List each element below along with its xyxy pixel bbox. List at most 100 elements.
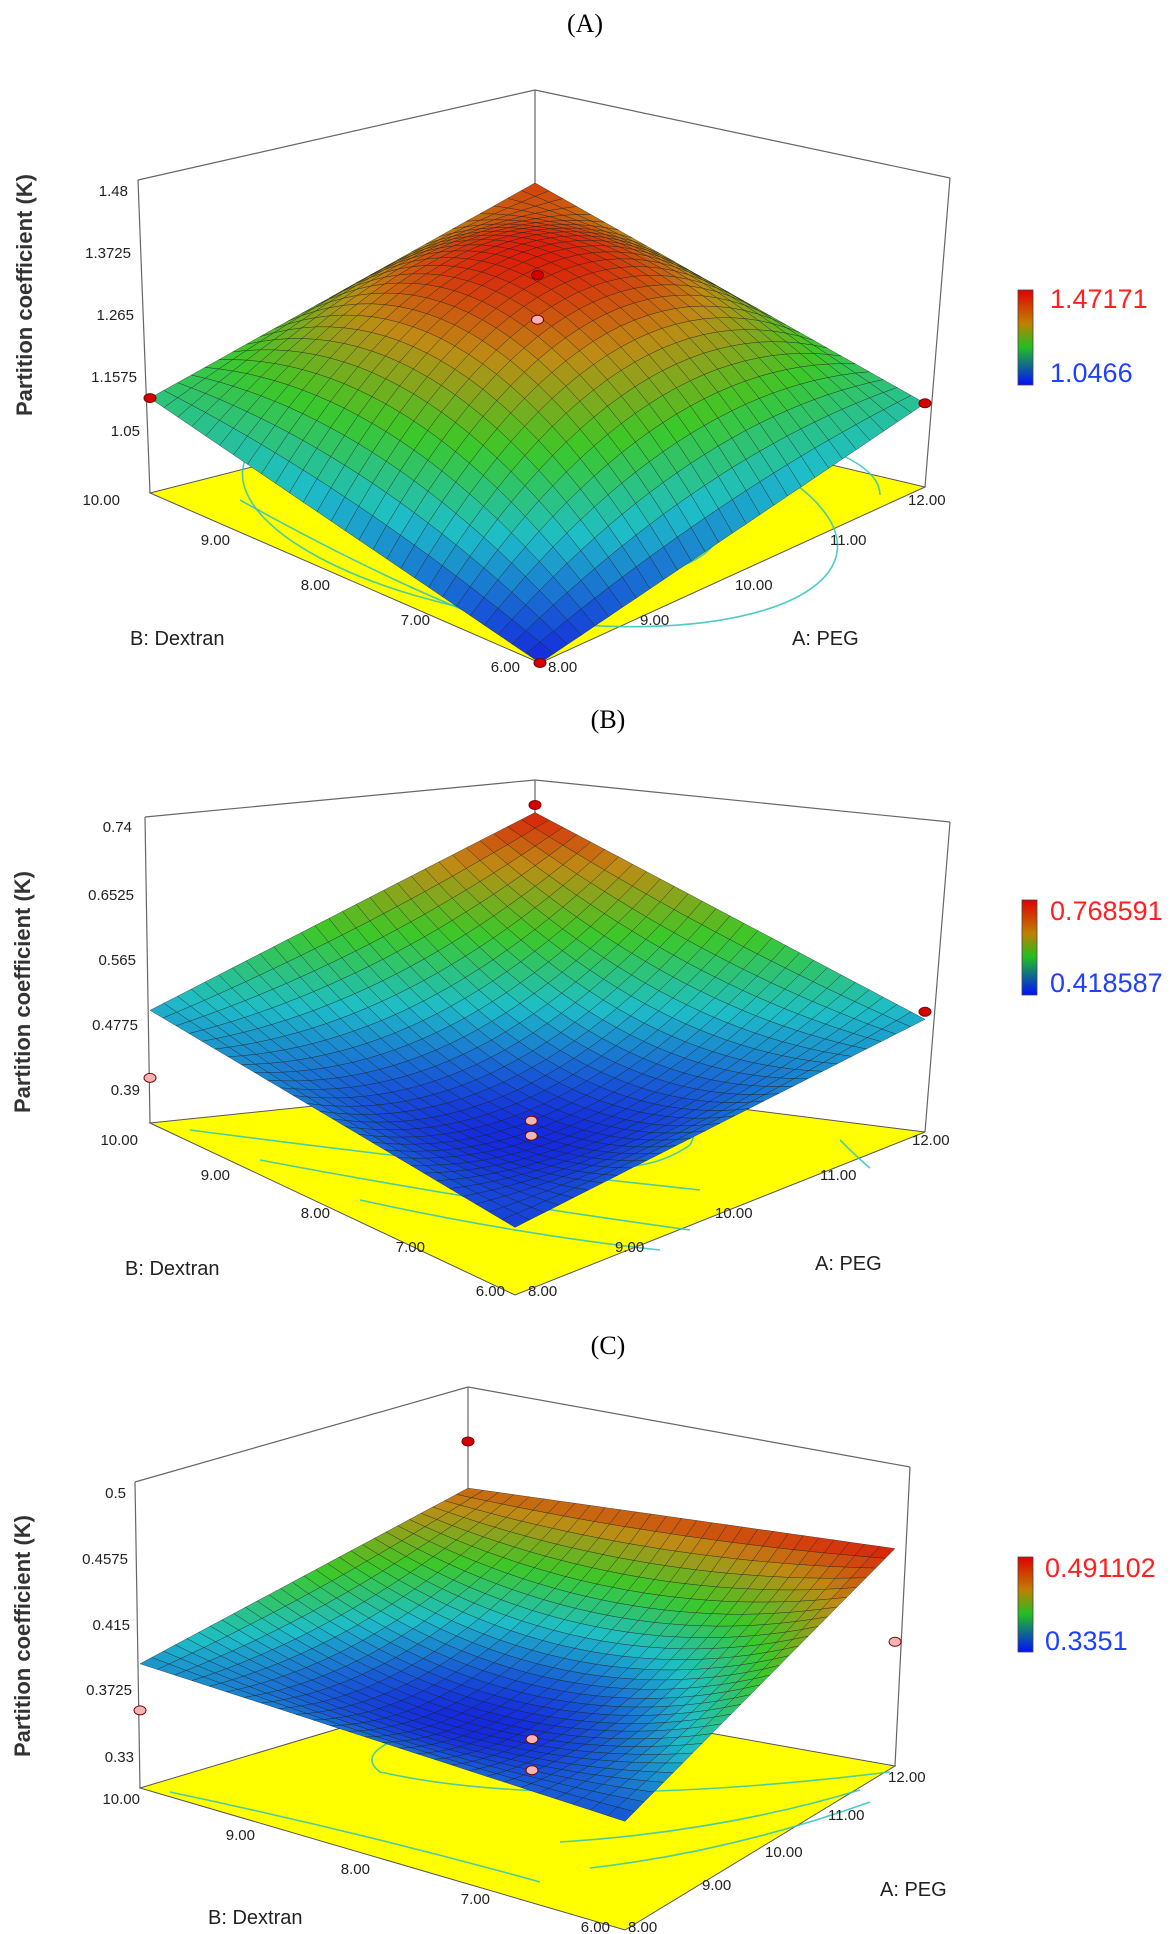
z-axis-label: Partition coefficient (K) bbox=[12, 174, 37, 416]
left-edge-vertical bbox=[144, 816, 151, 1124]
z-tick-label: 1.3725 bbox=[85, 245, 131, 262]
design-point bbox=[133, 1705, 147, 1716]
colorbar: 0.491102 0.3351 bbox=[1017, 1553, 1156, 1656]
colorbar-min-label: 0.418587 bbox=[1050, 968, 1163, 998]
y-axis-title: A: PEG bbox=[880, 1879, 947, 1901]
surface-chart-a: (A) Partition coefficient (K) 1.48 1.372… bbox=[12, 9, 1148, 676]
peg-tick-label: 9.00 bbox=[615, 1239, 644, 1256]
colorbar-max-label: 1.47171 bbox=[1050, 284, 1148, 314]
x-axis-title: B: Dextran bbox=[208, 1907, 302, 1929]
z-tick-label: 0.415 bbox=[92, 1617, 130, 1634]
peg-tick-label: 9.00 bbox=[702, 1877, 731, 1894]
dextran-tick-label: 6.00 bbox=[581, 1919, 610, 1934]
dextran-tick-label: 7.00 bbox=[461, 1891, 490, 1908]
response-surface bbox=[149, 812, 926, 1228]
z-tick-label: 0.39 bbox=[111, 1082, 140, 1099]
panel-label: (B) bbox=[591, 705, 626, 734]
peg-tick-label: 8.00 bbox=[548, 659, 577, 676]
contour-line bbox=[559, 1789, 861, 1843]
back-edge-top-left bbox=[144, 779, 536, 818]
right-edge-vertical bbox=[894, 1466, 911, 1767]
colorbar: 1.47171 1.0466 bbox=[1017, 284, 1148, 388]
colorbar-min-label: 0.3351 bbox=[1045, 1626, 1128, 1656]
design-point bbox=[533, 658, 547, 668]
z-axis-label: Partition coefficient (K) bbox=[10, 871, 35, 1113]
panel-label: (A) bbox=[567, 9, 603, 38]
x-axis-title: B: Dextran bbox=[130, 628, 224, 650]
dextran-tick-label: 6.00 bbox=[491, 659, 520, 676]
z-tick-label: 1.265 bbox=[96, 307, 134, 324]
contour-line bbox=[839, 1139, 871, 1169]
dextran-tick-label: 9.00 bbox=[201, 1167, 230, 1184]
surface-chart-b: (B) Partition coefficient (K) 0.74 0.652… bbox=[10, 705, 1163, 1300]
dextran-tick-label: 7.00 bbox=[401, 612, 430, 629]
right-edge-vertical bbox=[924, 177, 951, 488]
dextran-tick-label: 8.00 bbox=[301, 577, 330, 594]
dextran-tick-label: 8.00 bbox=[341, 1861, 370, 1878]
design-point bbox=[525, 1734, 539, 1745]
z-tick-label: 1.05 bbox=[111, 423, 140, 440]
z-tick-label: 0.6525 bbox=[88, 887, 134, 904]
back-edge-top-left bbox=[134, 1386, 469, 1483]
back-edge-top-right bbox=[534, 779, 951, 823]
back-edge-top-right bbox=[534, 89, 951, 179]
dextran-tick-label: 10.00 bbox=[82, 492, 120, 509]
design-point bbox=[143, 393, 157, 404]
design-point bbox=[528, 800, 542, 810]
peg-tick-label: 10.00 bbox=[715, 1205, 753, 1222]
left-edge-vertical bbox=[137, 179, 151, 494]
colorbar-gradient bbox=[1021, 899, 1038, 996]
y-axis-title: A: PEG bbox=[792, 628, 859, 650]
surface-chart-c: (C) Partition coefficient (K) 0.5 0.4575… bbox=[10, 1331, 1156, 1934]
back-edge-top-left bbox=[137, 89, 536, 181]
chart-panel-b: (B) Partition coefficient (K) 0.74 0.652… bbox=[0, 690, 1174, 1312]
design-point bbox=[531, 314, 544, 325]
left-edge-vertical bbox=[134, 1481, 141, 1789]
dextran-tick-label: 8.00 bbox=[301, 1205, 330, 1222]
y-axis-title: A: PEG bbox=[815, 1253, 882, 1275]
contour-line bbox=[169, 1791, 541, 1883]
panel-label: (C) bbox=[591, 1331, 626, 1360]
surface-cell bbox=[607, 1806, 635, 1822]
dextran-tick-label: 7.00 bbox=[396, 1239, 425, 1256]
dextran-tick-label: 6.00 bbox=[476, 1283, 505, 1300]
peg-tick-label: 12.00 bbox=[908, 492, 946, 509]
z-tick-label: 1.1575 bbox=[91, 369, 137, 386]
z-tick-label: 0.3725 bbox=[86, 1682, 132, 1699]
contour-line bbox=[359, 1199, 661, 1251]
peg-tick-label: 11.00 bbox=[820, 1167, 856, 1184]
design-point bbox=[143, 1072, 157, 1083]
z-tick-label: 0.565 bbox=[98, 952, 136, 969]
peg-tick-label: 12.00 bbox=[888, 1769, 926, 1786]
dextran-tick-label: 9.00 bbox=[201, 532, 230, 549]
design-points bbox=[133, 1436, 902, 1776]
peg-tick-label: 11.00 bbox=[830, 532, 866, 549]
response-surface bbox=[139, 1487, 896, 1822]
dextran-tick-label: 9.00 bbox=[226, 1827, 255, 1844]
surface-cell bbox=[501, 1213, 530, 1228]
colorbar-min-label: 1.0466 bbox=[1050, 358, 1133, 388]
design-point bbox=[918, 1006, 932, 1017]
colorbar: 0.768591 0.418587 bbox=[1021, 896, 1163, 998]
dextran-tick-label: 10.00 bbox=[100, 1132, 138, 1149]
dextran-tick-label: 10.00 bbox=[102, 1791, 140, 1808]
design-point bbox=[461, 1436, 475, 1447]
peg-tick-label: 10.00 bbox=[765, 1844, 803, 1861]
response-surface bbox=[149, 182, 926, 664]
peg-tick-label: 11.00 bbox=[828, 1807, 864, 1824]
peg-tick-label: 9.00 bbox=[640, 612, 669, 629]
z-tick-label: 1.48 bbox=[99, 183, 128, 200]
peg-tick-label: 12.00 bbox=[912, 1132, 950, 1149]
peg-tick-label: 8.00 bbox=[628, 1919, 657, 1934]
design-point bbox=[525, 1765, 539, 1776]
design-point bbox=[524, 1115, 538, 1126]
z-tick-label: 0.5 bbox=[105, 1485, 126, 1502]
z-tick-label: 0.4575 bbox=[82, 1551, 128, 1568]
colorbar-gradient bbox=[1017, 1556, 1034, 1653]
design-point bbox=[524, 1130, 538, 1141]
design-points bbox=[143, 270, 932, 668]
peg-tick-label: 10.00 bbox=[735, 577, 773, 594]
x-axis-title: B: Dextran bbox=[125, 1258, 219, 1280]
contour-line bbox=[589, 1801, 871, 1869]
colorbar-max-label: 0.491102 bbox=[1045, 1553, 1156, 1583]
